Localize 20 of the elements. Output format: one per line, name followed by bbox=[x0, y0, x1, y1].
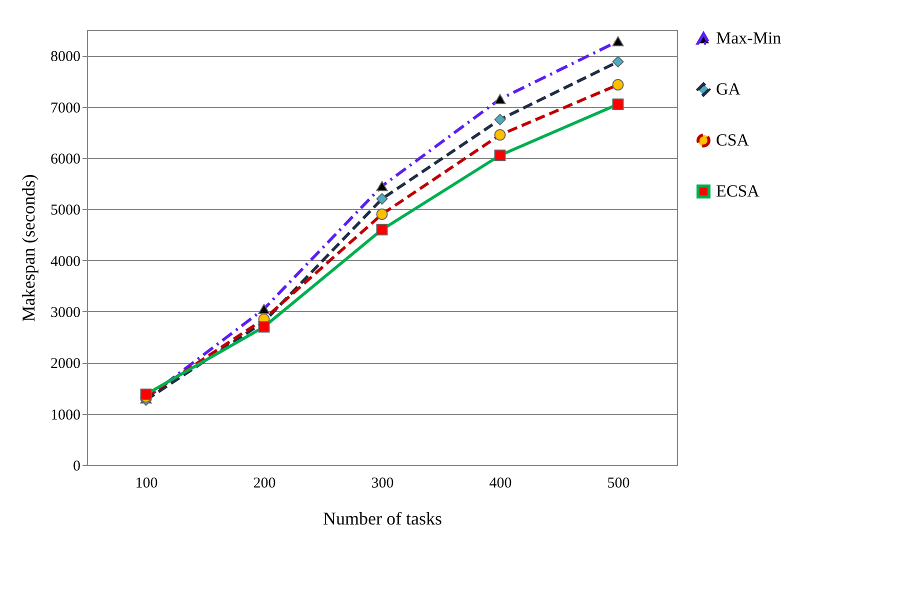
y-tick-label: 8000 bbox=[50, 49, 80, 66]
y-tick-label: 1000 bbox=[50, 407, 80, 424]
y-tick-label: 2000 bbox=[50, 356, 80, 372]
y-tick-label: 0 bbox=[73, 458, 80, 474]
y-tick-label: 5000 bbox=[50, 202, 80, 219]
x-tick-label: 500 bbox=[607, 476, 630, 492]
x-tick-label: 200 bbox=[253, 476, 276, 492]
legend-label: GA bbox=[716, 80, 742, 98]
y-tick-label: 7000 bbox=[50, 100, 80, 116]
x-axis-title: Number of tasks bbox=[323, 508, 442, 528]
legend-label: ECSA bbox=[716, 182, 760, 200]
y-tick-label: 4000 bbox=[50, 254, 80, 270]
x-tick-label: 100 bbox=[135, 476, 158, 492]
y-tick-label: 3000 bbox=[50, 304, 80, 321]
legend-label: CSA bbox=[716, 130, 750, 150]
x-tick-label: 400 bbox=[489, 476, 512, 492]
y-tick-label: 6000 bbox=[50, 151, 80, 168]
x-tick-label: 300 bbox=[371, 476, 394, 492]
y-axis-title: Makespan (seconds) bbox=[18, 174, 38, 322]
legend-label: Max-Min bbox=[716, 28, 782, 48]
